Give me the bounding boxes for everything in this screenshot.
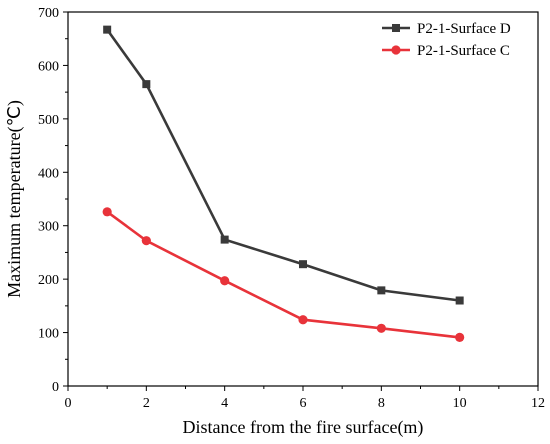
series-layer [102,25,465,342]
series-1 [103,25,464,305]
data-point [142,80,151,89]
data-point [299,260,307,269]
data-point [103,25,112,34]
series-line [106,210,460,339]
y-tick-label: 200 [38,273,59,288]
y-tick-label: 600 [38,59,59,74]
data-point [377,286,386,295]
x-tick-label: 6 [300,396,307,411]
series-line [106,28,460,302]
axes: 0 2 4 6 8 10 12 0 100 200 300 400 500 600 700 [38,6,545,411]
y-tick-label: 400 [38,166,59,181]
y-tick-label: 500 [38,113,59,128]
y-tick-label: 0 [52,380,59,395]
x-tick-label: 0 [65,396,72,411]
legend-marker [392,24,400,32]
y-tick-label: 300 [38,220,59,235]
legend-label: P2-1-Surface D [417,21,511,37]
x-tick-label: 4 [221,396,228,411]
x-tick-label: 8 [378,396,385,411]
legend-label: P2-1-Surface C [417,43,510,59]
x-tick-label: 12 [531,396,545,411]
legend: P2-1-Surface D P2-1-Surface C [382,21,511,59]
x-axis-title: Distance from the fire surface(m) [183,417,424,438]
y-tick-label: 100 [38,327,59,342]
series-2 [102,207,465,342]
data-point [455,296,464,305]
data-point [298,315,308,325]
y-tick-label: 700 [38,6,59,21]
data-point [220,235,229,244]
data-point [141,236,151,246]
legend-marker [391,45,401,55]
data-point [455,332,465,342]
x-tick-label: 2 [143,396,150,411]
x-tick-label: 10 [453,396,467,411]
data-point [376,323,386,333]
plot-frame [67,11,539,387]
data-point [102,207,112,217]
data-point [220,276,230,286]
y-axis-title: Maximum temperature(℃) [4,100,25,298]
